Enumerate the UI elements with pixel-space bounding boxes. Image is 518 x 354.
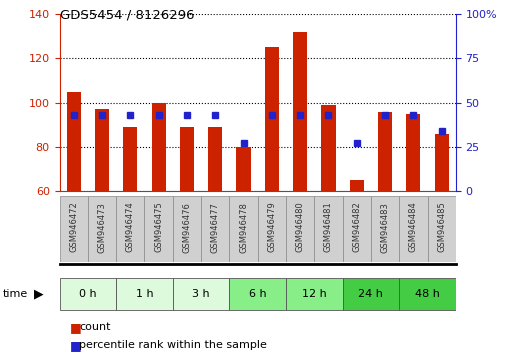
Bar [116, 196, 145, 262]
Bar [67, 92, 81, 191]
Bar [152, 103, 166, 191]
Bar [229, 278, 286, 310]
Text: 3 h: 3 h [192, 289, 210, 299]
Text: GSM946481: GSM946481 [324, 202, 333, 252]
Text: GSM946480: GSM946480 [296, 202, 305, 252]
Bar [265, 47, 279, 191]
Text: GSM946472: GSM946472 [69, 202, 78, 252]
Text: GSM946478: GSM946478 [239, 202, 248, 253]
Text: GSM946482: GSM946482 [352, 202, 361, 252]
Text: 6 h: 6 h [249, 289, 267, 299]
Bar [60, 196, 88, 262]
Bar [173, 278, 229, 310]
Bar [342, 278, 399, 310]
Bar [399, 196, 427, 262]
Bar [321, 105, 336, 191]
Bar [314, 196, 342, 262]
Bar [378, 112, 392, 191]
Bar [116, 278, 173, 310]
Text: GSM946475: GSM946475 [154, 202, 163, 252]
Text: GSM946474: GSM946474 [126, 202, 135, 252]
Bar [237, 147, 251, 191]
Bar [406, 114, 421, 191]
Bar [60, 278, 116, 310]
Text: ■: ■ [70, 321, 82, 334]
Bar [293, 32, 307, 191]
Bar [88, 196, 116, 262]
Bar [399, 278, 456, 310]
Bar [208, 127, 222, 191]
Bar [145, 196, 173, 262]
Text: count: count [79, 322, 111, 332]
Text: percentile rank within the sample: percentile rank within the sample [79, 340, 267, 350]
Bar [427, 196, 456, 262]
Bar [180, 127, 194, 191]
Bar [286, 278, 342, 310]
Text: GSM946476: GSM946476 [182, 202, 192, 253]
Bar [123, 127, 137, 191]
Bar [201, 196, 229, 262]
Bar [258, 196, 286, 262]
Text: ▶: ▶ [34, 287, 44, 300]
Text: GSM946479: GSM946479 [267, 202, 277, 252]
Bar [350, 180, 364, 191]
Bar [173, 196, 201, 262]
Text: GSM946484: GSM946484 [409, 202, 418, 252]
Text: GSM946485: GSM946485 [437, 202, 446, 252]
Bar [342, 196, 371, 262]
Bar [435, 133, 449, 191]
Text: 1 h: 1 h [136, 289, 153, 299]
Bar [95, 109, 109, 191]
Text: GSM946473: GSM946473 [97, 202, 107, 253]
Text: GSM946477: GSM946477 [211, 202, 220, 253]
Text: ■: ■ [70, 339, 82, 352]
Bar [229, 196, 258, 262]
Text: 24 h: 24 h [358, 289, 383, 299]
Bar [371, 196, 399, 262]
Text: 48 h: 48 h [415, 289, 440, 299]
Bar [286, 196, 314, 262]
Text: GSM946483: GSM946483 [381, 202, 390, 253]
Text: 12 h: 12 h [302, 289, 327, 299]
Text: 0 h: 0 h [79, 289, 97, 299]
Text: time: time [3, 289, 28, 299]
Text: GDS5454 / 8126296: GDS5454 / 8126296 [60, 9, 194, 22]
